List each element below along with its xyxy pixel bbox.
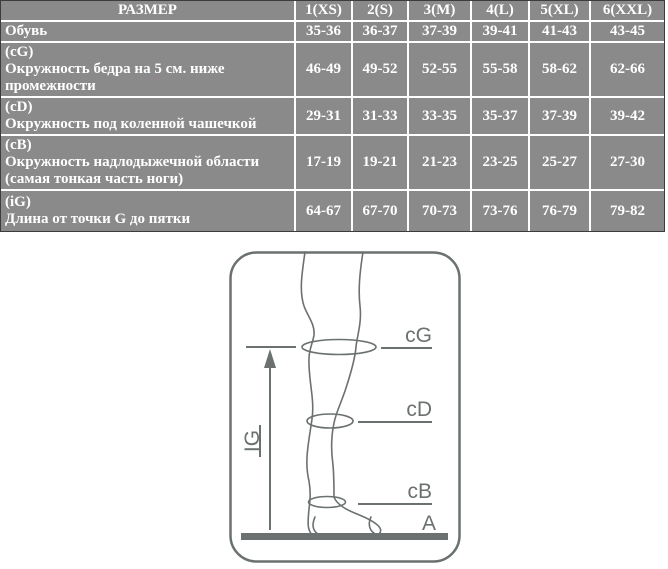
measure-code-cg: (cG): [5, 44, 34, 60]
size-value-cell: 31-33: [352, 97, 409, 136]
size-value-cell: 41-43: [529, 21, 591, 43]
size-value-cell: 70-73: [408, 190, 472, 231]
column-header-5xl: 5(XL): [529, 1, 591, 22]
size-value-cell: 33-35: [408, 97, 472, 136]
measure-desc-ig: Длина от точки G до пятки: [5, 211, 191, 227]
size-value-cell: 79-82: [610, 202, 645, 219]
measure-code-ig: (iG): [5, 194, 31, 210]
row-label-shoes: Обувь: [1, 21, 296, 43]
label-cb: cB: [407, 480, 432, 503]
column-header-size: РАЗМЕР: [1, 1, 296, 22]
size-value-cell: 49-52: [352, 42, 409, 98]
leg-measurement-diagram: cG cD cB A IG: [229, 251, 461, 563]
spellcheck-underlined-text: 5 см.: [154, 61, 187, 78]
column-header-6xxl: 6(XXL): [590, 1, 664, 22]
label-cg: cG: [405, 324, 432, 347]
table-row-ig: (iG) Длина от точки G до пятки 64-67 67-…: [1, 190, 664, 231]
table-header-row: РАЗМЕР 1(XS) 2(S) 3(M) 4(L) 5(XL) 6(XXL): [1, 1, 664, 22]
column-header-2s: 2(S): [352, 1, 409, 22]
size-value-cell: 55-58: [471, 42, 530, 98]
ig-arrowhead: [264, 349, 276, 368]
size-value-cell: 37-39: [408, 21, 472, 43]
measure-desc-cg: Окружность бедра на 5 см. ниже промежнос…: [5, 61, 225, 94]
size-value-cell: 35-37: [471, 97, 530, 136]
size-value-cell: 67-70: [352, 190, 409, 231]
table-row-cb: (cB) Окружность надлодыжечной области (с…: [1, 135, 664, 191]
toe-line: [368, 516, 375, 534]
size-value-cell: 39-41: [471, 21, 530, 43]
leg-outline: [300, 251, 382, 540]
size-value-cell: 73-76: [471, 190, 530, 231]
size-value-cell: 23-25: [471, 135, 530, 191]
size-table-container: РАЗМЕР 1(XS) 2(S) 3(M) 4(L) 5(XL) 6(XXL)…: [0, 0, 665, 232]
size-table: РАЗМЕР 1(XS) 2(S) 3(M) 4(L) 5(XL) 6(XXL)…: [1, 1, 664, 231]
size-value-cell: 52-55: [408, 42, 472, 98]
size-value-cell: 43-45: [590, 21, 664, 43]
size-value-cell: 39-42: [590, 97, 664, 136]
row-label-cg: (cG) Окружность бедра на 5 см. ниже пром…: [1, 42, 296, 98]
size-value-cell: 64-67: [295, 190, 353, 231]
row-label-ig: (iG) Длина от точки G до пятки: [1, 190, 296, 231]
measure-desc-cd: Окружность под коленной чашечкой: [5, 116, 257, 132]
size-value-cell: 27-30: [590, 135, 664, 191]
label-ig: IG: [241, 430, 264, 452]
table-row-cd: (cD) Окружность под коленной чашечкой 29…: [1, 97, 664, 136]
table-row-cg: (cG) Окружность бедра на 5 см. ниже пром…: [1, 42, 664, 98]
measure-desc-cb: Окружность надлодыжечной области (самая …: [5, 154, 260, 187]
size-value-cell: 35-36: [295, 21, 353, 43]
size-value-cell: 62-66: [590, 42, 664, 98]
measure-code-cb: (cB): [5, 137, 32, 153]
measure-code-cd: (cD): [5, 99, 33, 115]
size-value-cell: 37-39: [529, 97, 591, 136]
column-header-3m: 3(M): [408, 1, 472, 22]
measurement-ellipse-cb: [307, 495, 347, 509]
row-label-cb: (cB) Окружность надлодыжечной области (с…: [1, 135, 296, 191]
ground-line: [241, 533, 448, 540]
size-value-cell: 21-23: [408, 135, 472, 191]
measurement-ellipse-cg: [301, 338, 377, 356]
size-value-cell: 36-37: [352, 21, 409, 43]
column-header-1xs: 1(XS): [295, 1, 353, 22]
size-value-cell: 17-19: [295, 135, 353, 191]
size-value-cell: 58-62: [529, 42, 591, 98]
size-value-cell: 46-49: [295, 42, 353, 98]
label-cd: cD: [406, 398, 432, 421]
size-value-cell: 25-27: [529, 135, 591, 191]
measurement-ellipse-cd: [306, 413, 354, 429]
size-value-cell: 19-21: [352, 135, 409, 191]
size-value-cell: 29-31: [295, 97, 353, 136]
diagram-border: [229, 251, 461, 563]
leg-front-contour: [330, 251, 382, 538]
size-value-cell: 76-79: [529, 190, 591, 231]
label-a: A: [422, 512, 436, 535]
column-header-4l: 4(L): [471, 1, 530, 22]
row-label-cd: (cD) Окружность под коленной чашечкой: [1, 97, 296, 136]
table-row-shoes: Обувь 35-36 36-37 37-39 39-41 41-43 43-4…: [1, 21, 664, 43]
